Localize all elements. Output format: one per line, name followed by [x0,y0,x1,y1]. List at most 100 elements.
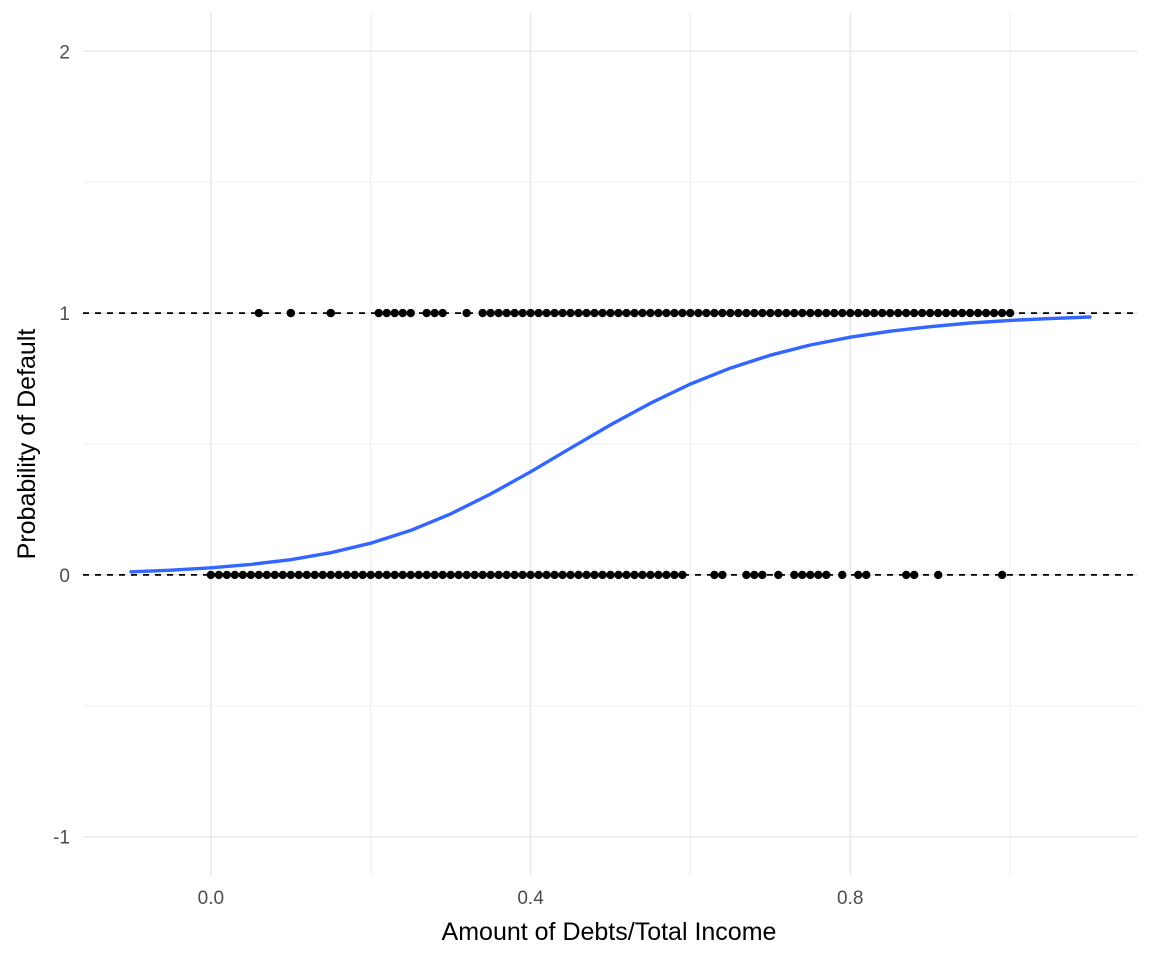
data-point [814,308,823,318]
data-point [550,308,559,318]
data-point [542,308,551,318]
data-point [734,308,743,318]
data-point [238,570,248,580]
data-point [614,308,623,318]
data-point [822,570,831,580]
data-point [710,308,719,318]
data-point [318,570,327,580]
data-point [438,570,447,580]
data-point [510,570,519,580]
data-point [254,570,264,580]
data-point [686,308,695,318]
data-point [454,570,463,580]
data-point [326,308,335,318]
data-point [534,308,543,318]
data-point [574,570,583,580]
data-point [854,570,863,580]
data-point [981,308,991,318]
data-point [542,570,551,580]
x-tick-label: 0.8 [837,888,863,909]
y-tick-label: 2 [59,42,70,63]
data-point [254,308,264,318]
data-point [886,308,895,318]
data-point [486,570,495,580]
data-point [1005,308,1015,318]
data-point [718,570,727,580]
data-point [662,308,671,318]
data-point [494,570,503,580]
data-point [662,570,671,580]
data-point [222,570,232,580]
data-point [694,308,703,318]
data-point [742,308,751,318]
data-point [598,308,607,318]
data-point [997,308,1007,318]
data-point [790,308,799,318]
data-point [910,308,919,318]
data-point [390,570,399,580]
data-point [350,570,359,580]
data-point [382,308,391,318]
data-point [646,308,655,318]
data-point [374,308,383,318]
data-point [742,570,751,580]
data-point [654,308,663,318]
data-point [933,308,943,318]
data-point [310,570,319,580]
data-point [518,308,527,318]
data-point [614,570,623,580]
data-point [510,308,519,318]
data-point [382,570,391,580]
data-point [534,570,543,580]
data-point [710,570,719,580]
data-point [638,308,647,318]
data-point [502,308,511,318]
y-tick-label: 1 [59,304,70,325]
data-point [798,570,807,580]
data-point [630,308,639,318]
data-point [422,570,431,580]
data-point [566,570,575,580]
data-point [925,308,935,318]
data-point [286,308,296,318]
data-point [582,570,591,580]
data-point [718,308,727,318]
data-point [230,570,240,580]
data-point [358,570,367,580]
data-point [462,570,471,580]
data-point [214,570,224,580]
data-point [766,308,775,318]
data-point [822,308,831,318]
data-point [646,570,655,580]
data-point [726,308,735,318]
data-point [502,570,511,580]
fitted-curve [129,315,1092,574]
data-point [670,308,679,318]
data-point [838,308,847,318]
data-point [670,570,679,580]
data-point [550,570,559,580]
data-point [758,570,767,580]
data-point [870,308,879,318]
data-point [270,570,280,580]
data-point [470,570,479,580]
data-point [406,570,415,580]
tick-labels: 0.0 0.4 0.8 -1 0 1 2 [53,42,863,909]
data-point [526,570,535,580]
grid-lines [83,12,1138,876]
data-point [590,570,599,580]
data-point [941,308,951,318]
y-axis-title: Probability of Default [13,329,41,560]
data-point [814,570,823,580]
data-point [590,308,599,318]
data-point [798,308,807,318]
data-point [438,308,447,318]
data-point [989,308,999,318]
data-point [910,570,919,580]
data-point [774,570,783,580]
x-tick-label: 0.4 [517,888,544,909]
data-point [638,570,647,580]
data-point [750,308,759,318]
data-point [949,308,959,318]
